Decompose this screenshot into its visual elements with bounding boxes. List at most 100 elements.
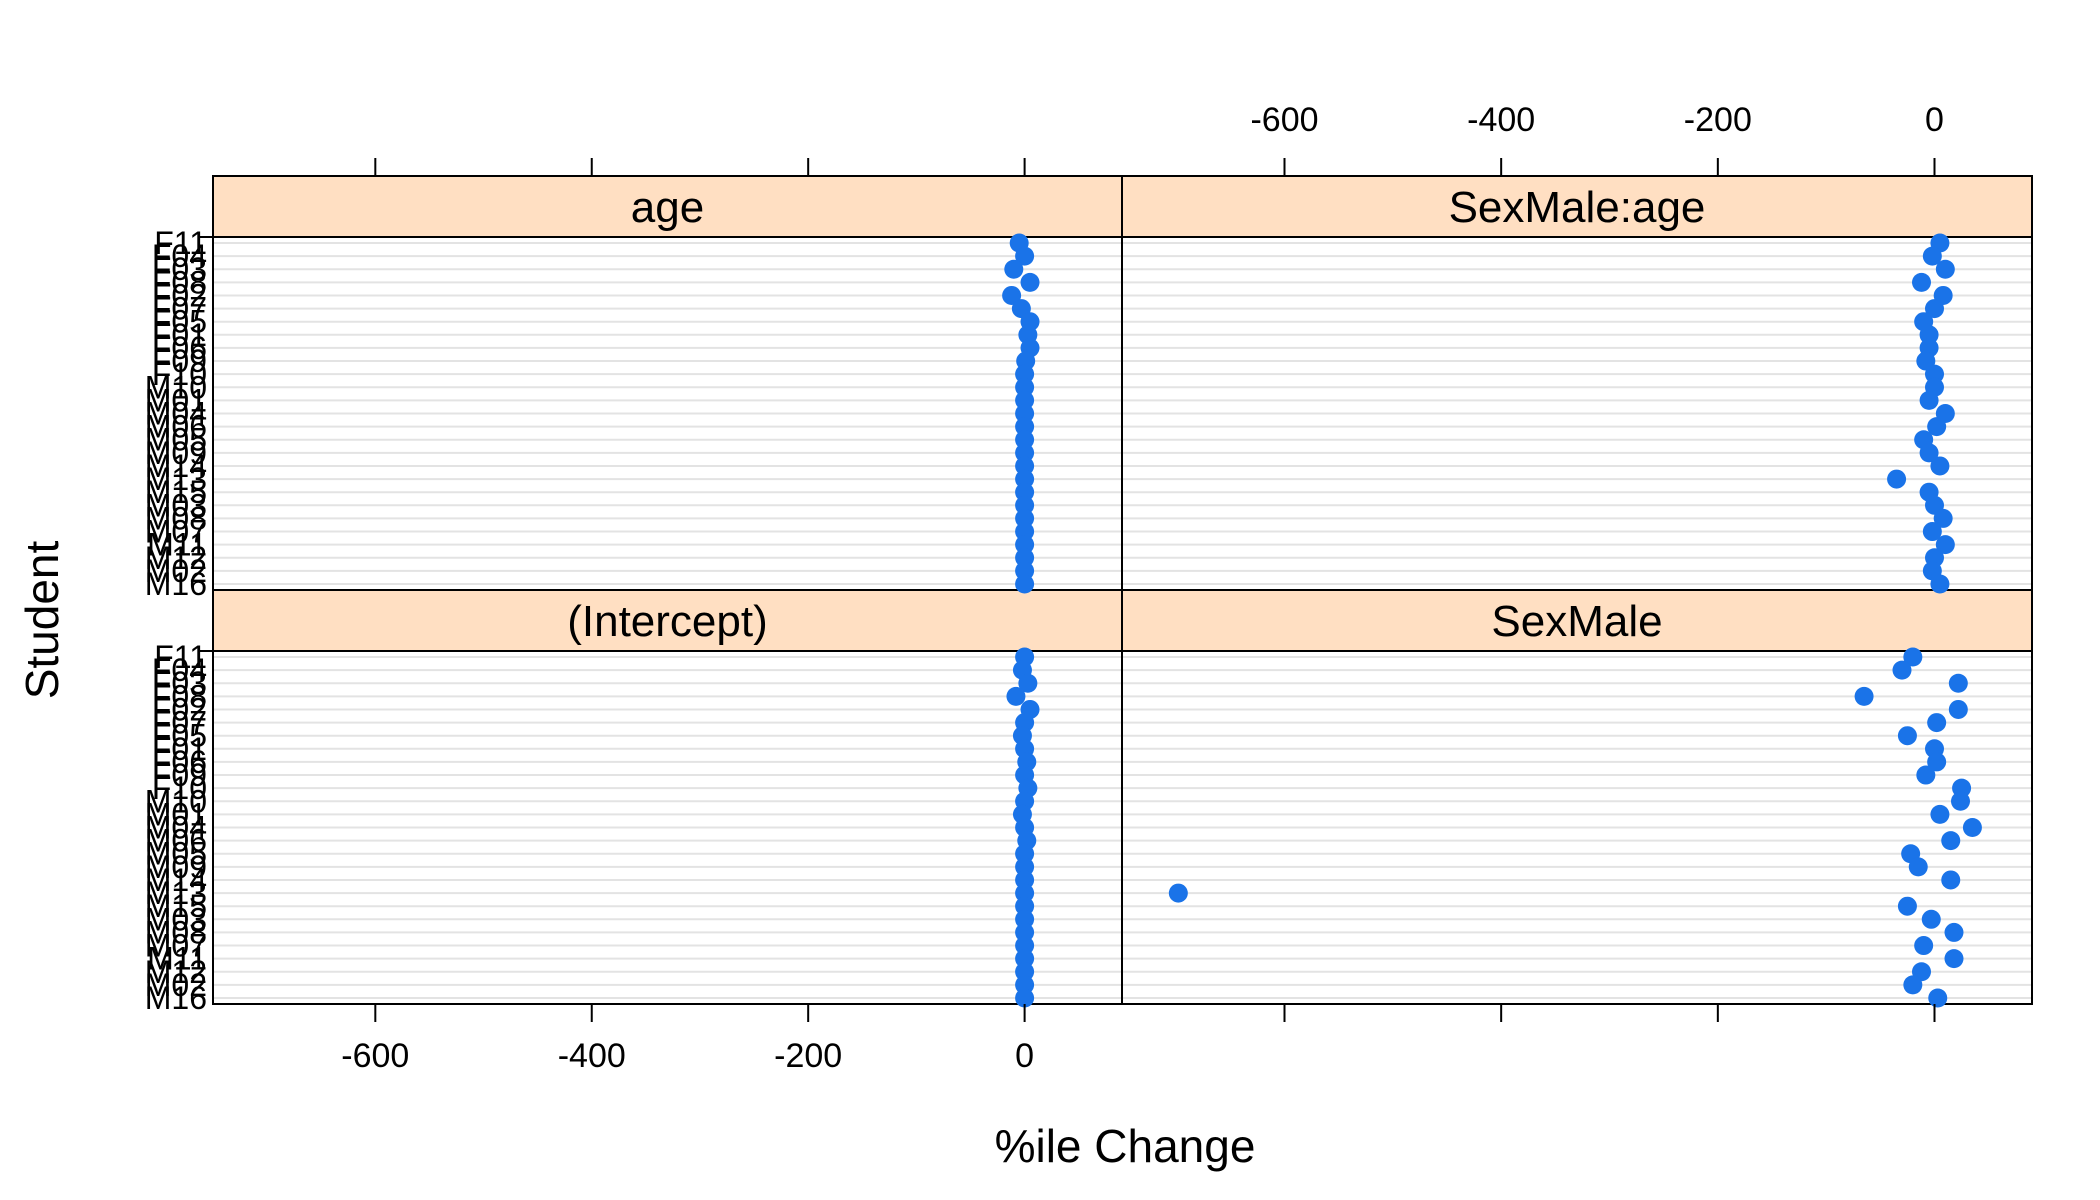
data-point [1930, 456, 1950, 476]
student-label: M07 [145, 514, 207, 550]
student-label: F03 [152, 251, 207, 287]
data-point [1015, 857, 1035, 877]
x-tick-label-bottom: -400 [558, 1037, 626, 1075]
data-point [1914, 936, 1934, 956]
student-label: F11 [154, 639, 207, 675]
panel-strip-label: age [631, 183, 704, 232]
x-tick-label-bottom: 0 [1015, 1037, 1034, 1075]
student-label: M15 [145, 888, 207, 924]
data-point [1944, 949, 1964, 969]
data-point [1908, 857, 1928, 877]
data-point [1015, 844, 1035, 864]
data-point [1015, 443, 1035, 463]
student-label: F08 [152, 264, 207, 300]
student-label: F04 [152, 652, 207, 688]
student-label: F09 [152, 343, 207, 379]
student-label: M10 [145, 783, 207, 819]
student-label: M11 [147, 941, 207, 977]
student-label: M13 [145, 461, 207, 497]
data-point [1897, 896, 1917, 916]
student-label: M03 [145, 901, 207, 937]
student-label: F08 [152, 678, 207, 714]
x-axis-title: %ile Change [995, 1120, 1256, 1172]
student-label: F01 [152, 731, 207, 767]
student-label: F06 [152, 744, 207, 780]
data-point [1015, 456, 1035, 476]
student-label: F07 [152, 705, 207, 741]
student-label: M05 [145, 836, 207, 872]
data-point [1015, 246, 1035, 266]
student-label: M01 [145, 382, 207, 418]
data-point [1922, 246, 1942, 266]
data-point [1922, 522, 1942, 542]
data-point [1925, 299, 1944, 319]
x-tick-label-bottom: -600 [341, 1037, 409, 1075]
data-point [1919, 390, 1939, 410]
data-point [1916, 765, 1936, 785]
data-point [1006, 686, 1026, 706]
data-point [1015, 390, 1035, 410]
data-point [1015, 469, 1035, 489]
student-label: F06 [152, 330, 207, 366]
student-label: F05 [152, 718, 207, 754]
student-label: M04 [145, 396, 207, 432]
data-point [1002, 285, 1022, 305]
data-point [1903, 975, 1923, 995]
data-point [1928, 988, 1948, 1008]
student-label: M01 [145, 796, 207, 832]
data-point [1015, 883, 1035, 903]
student-label: M11 [147, 527, 207, 563]
x-tick-label-top: -600 [1250, 101, 1318, 139]
data-point [1912, 272, 1931, 292]
data-point [1015, 495, 1035, 515]
data-point [1015, 430, 1035, 450]
y-axis-title: Student [16, 540, 68, 699]
data-point [1168, 883, 1188, 903]
data-point [1015, 896, 1035, 916]
student-label: M09 [145, 435, 207, 471]
data-point [1015, 870, 1035, 890]
data-point [1015, 364, 1035, 384]
data-point [1004, 259, 1024, 279]
data-point [1919, 443, 1939, 463]
data-point [1015, 404, 1035, 423]
data-point [1015, 962, 1035, 982]
student-label: F11 [154, 225, 207, 261]
data-point [1015, 922, 1035, 942]
student-label: F02 [152, 691, 207, 727]
panel-strip [1121, 175, 2033, 238]
data-point [1015, 508, 1035, 528]
x-tick-label-bottom: -200 [774, 1037, 842, 1075]
data-point [1930, 574, 1950, 594]
data-point [1927, 752, 1947, 772]
data-point [1020, 272, 1040, 292]
data-point [1962, 818, 1982, 837]
data-point [1919, 325, 1939, 345]
student-label: M04 [145, 810, 207, 846]
panel-strip-label: SexMale [1491, 597, 1662, 646]
student-label: M07 [145, 928, 207, 964]
panel-strip [212, 175, 1123, 238]
data-point [1948, 673, 1968, 693]
data-point [1015, 561, 1035, 581]
student-label: F02 [152, 277, 207, 313]
student-label: F10 [152, 770, 207, 806]
student-label: M12 [145, 540, 207, 576]
student-label: M02 [145, 967, 207, 1003]
student-label: M10 [145, 369, 207, 405]
student-label: M08 [145, 914, 207, 950]
data-point [1887, 469, 1907, 489]
student-label: F04 [152, 238, 207, 274]
data-point [1935, 535, 1955, 555]
data-point [1854, 686, 1874, 706]
student-label: M03 [145, 487, 207, 523]
data-point [1935, 259, 1955, 279]
data-point [1015, 988, 1035, 1008]
student-label: M16 [145, 980, 207, 1016]
data-point [1930, 804, 1950, 824]
student-label: F05 [152, 304, 207, 340]
student-label: F10 [152, 356, 207, 392]
data-point [1018, 673, 1038, 693]
